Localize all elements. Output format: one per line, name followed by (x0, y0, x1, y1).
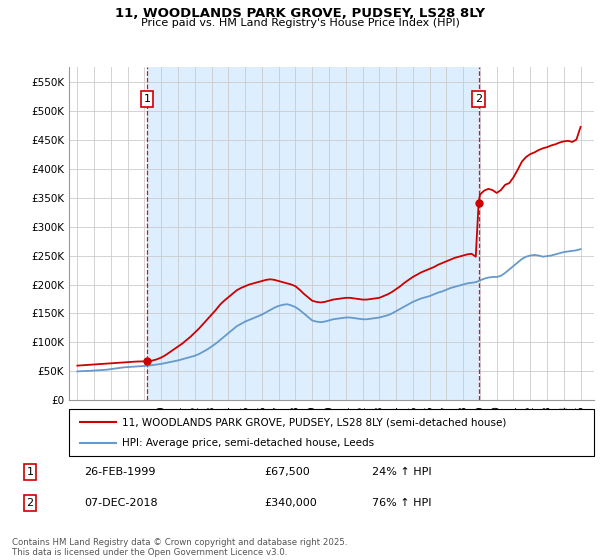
Text: 1: 1 (26, 467, 34, 477)
Bar (147, 67, 479, 400)
Text: 2: 2 (26, 498, 34, 508)
Text: HPI: Average price, semi-detached house, Leeds: HPI: Average price, semi-detached house,… (121, 438, 374, 448)
Text: 2: 2 (475, 94, 482, 104)
Text: Price paid vs. HM Land Registry's House Price Index (HPI): Price paid vs. HM Land Registry's House … (140, 18, 460, 29)
Text: 11, WOODLANDS PARK GROVE, PUDSEY, LS28 8LY (semi-detached house): 11, WOODLANDS PARK GROVE, PUDSEY, LS28 8… (121, 417, 506, 427)
Text: 07-DEC-2018: 07-DEC-2018 (84, 498, 158, 508)
Text: £67,500: £67,500 (264, 467, 310, 477)
Text: Contains HM Land Registry data © Crown copyright and database right 2025.
This d: Contains HM Land Registry data © Crown c… (12, 538, 347, 557)
Text: 11, WOODLANDS PARK GROVE, PUDSEY, LS28 8LY: 11, WOODLANDS PARK GROVE, PUDSEY, LS28 8… (115, 7, 485, 20)
Text: 26-FEB-1999: 26-FEB-1999 (84, 467, 155, 477)
Text: £340,000: £340,000 (264, 498, 317, 508)
Text: 76% ↑ HPI: 76% ↑ HPI (372, 498, 431, 508)
Text: 1: 1 (143, 94, 151, 104)
Text: 24% ↑ HPI: 24% ↑ HPI (372, 467, 431, 477)
